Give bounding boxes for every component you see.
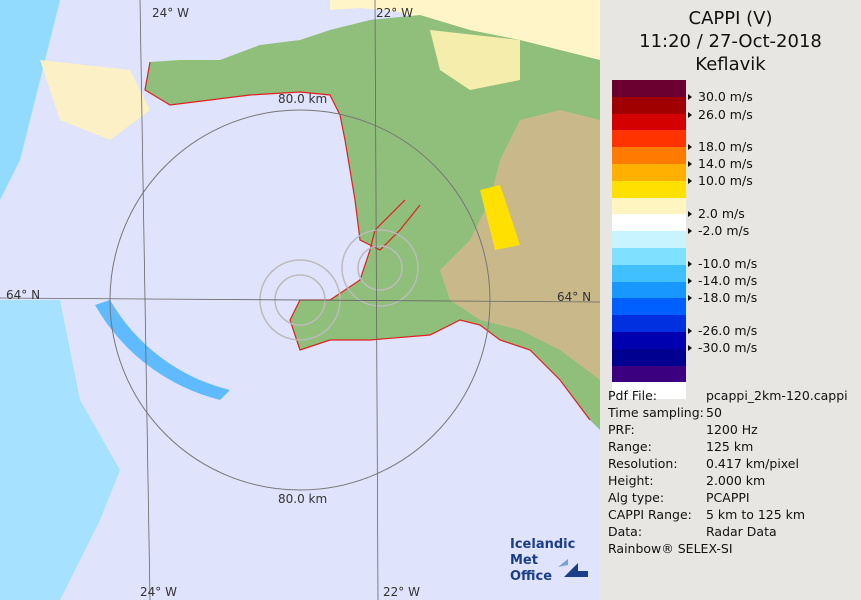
land-peninsula	[145, 15, 600, 430]
parallel-64n	[0, 297, 600, 303]
echo-northeast	[430, 30, 520, 90]
meridian-22w	[374, 0, 379, 600]
info-key: PRF:	[608, 422, 635, 437]
echo-southwest	[0, 300, 120, 600]
legend-tick-label: -18.0 m/s	[688, 290, 757, 305]
info-key: Height:	[608, 473, 654, 488]
info-row: PRF: 1200 Hz	[608, 422, 758, 437]
legend-swatch	[612, 163, 686, 181]
legend-tick-label: 2.0 m/s	[688, 206, 745, 221]
info-value: 1200 Hz	[706, 422, 758, 437]
info-value: 50	[706, 405, 722, 420]
logo-arrows-icon	[558, 559, 588, 577]
product-title: CAPPI (V)	[688, 8, 773, 29]
legend-tick-label: 10.0 m/s	[688, 173, 753, 188]
color-legend	[612, 80, 686, 400]
info-key: Data:	[608, 524, 643, 539]
legend-swatch	[612, 214, 686, 232]
range-ring-keflavik	[341, 229, 419, 307]
legend-swatch	[612, 247, 686, 265]
info-value: Radar Data	[706, 524, 777, 539]
info-key: Pdf File:	[608, 388, 657, 403]
info-row: Alg type: PCAPPI	[608, 490, 750, 505]
legend-swatch	[612, 382, 686, 400]
logo-line1: Icelandic Met	[510, 537, 576, 568]
legend-swatch	[612, 113, 686, 131]
legend-tick-label: 30.0 m/s	[688, 89, 753, 104]
info-key: Resolution:	[608, 456, 678, 471]
lon-label-bottom-22w: 22° W	[383, 585, 420, 599]
info-value: 0.417 km/pixel	[706, 456, 799, 471]
station-name: Keflavik	[695, 54, 766, 75]
legend-swatch	[612, 264, 686, 282]
legend-tick-label: -10.0 m/s	[688, 256, 757, 271]
info-key: CAPPI Range:	[608, 507, 692, 522]
echo-yellow-band	[480, 185, 520, 250]
info-value: 125 km	[706, 439, 754, 454]
legend-swatch	[612, 365, 686, 383]
logo-line2: Office	[510, 569, 553, 584]
legend-swatch	[612, 298, 686, 316]
info-row: Pdf File: pcappi_2km-120.cappi	[608, 388, 848, 403]
info-value: pcappi_2km-120.cappi	[706, 388, 848, 403]
info-value: 2.000 km	[706, 473, 766, 488]
info-row: CAPPI Range: 5 km to 125 km	[608, 507, 805, 522]
info-row: Data: Radar Data	[608, 524, 777, 539]
imo-logo: Icelandic Met Office	[510, 537, 600, 585]
echo-west	[0, 0, 60, 200]
legend-tick-label: -2.0 m/s	[688, 223, 749, 238]
info-row: Height: 2.000 km	[608, 473, 765, 488]
range-ring-80km	[109, 109, 491, 491]
echo-arc	[95, 300, 230, 400]
legend-swatch	[612, 80, 686, 97]
info-value: PCAPPI	[706, 490, 750, 505]
ring-label-bottom: 80.0 km	[278, 492, 328, 506]
ring-label-top: 80.0 km	[278, 92, 328, 106]
product-datetime: 11:20 / 27-Oct-2018	[639, 31, 822, 52]
lon-label-top-22w: 22° W	[376, 6, 413, 20]
radar-map: 24° W 22° W 24° W 22° W 64° N 64° N 80.0…	[0, 0, 600, 600]
footer-credit: Rainbow® SELEX-SI	[608, 541, 733, 556]
legend-swatch	[612, 197, 686, 215]
info-key: Alg type:	[608, 490, 665, 505]
lat-label-left: 64° N	[6, 288, 41, 302]
legend-tick-label: -14.0 m/s	[688, 273, 757, 288]
coastline	[144, 61, 591, 421]
info-row: Time sampling: 50	[608, 405, 722, 420]
range-ring-keflavik2	[357, 245, 403, 291]
info-key: Time sampling:	[608, 405, 704, 420]
legend-swatch	[612, 96, 686, 114]
echo-north-yellow	[40, 60, 150, 140]
info-row: Resolution: 0.417 km/pixel	[608, 456, 799, 471]
legend-swatch	[612, 348, 686, 366]
lat-label-right: 64° N	[557, 290, 592, 304]
legend-tick-label: -26.0 m/s	[688, 323, 757, 338]
legend-tick-label: -30.0 m/s	[688, 340, 757, 355]
info-key: Range:	[608, 439, 652, 454]
info-panel: CAPPI (V) 11:20 / 27-Oct-2018 Keflavik 3…	[600, 0, 861, 600]
lon-label-bottom-24w: 24° W	[140, 585, 177, 599]
meridian-24w	[139, 0, 151, 600]
legend-swatch	[612, 231, 686, 248]
legend-tick-label: 18.0 m/s	[688, 139, 753, 154]
legend-swatch	[612, 281, 686, 299]
legend-swatch	[612, 315, 686, 332]
info-value: 5 km to 125 km	[706, 507, 806, 522]
legend-tick-label: 14.0 m/s	[688, 156, 753, 171]
legend-swatch	[612, 130, 686, 148]
legend-swatch	[612, 331, 686, 349]
map-canvas	[0, 0, 600, 600]
legend-swatch	[612, 180, 686, 198]
lon-label-top-24w: 24° W	[152, 6, 189, 20]
info-row: Range: 125 km	[608, 439, 753, 454]
legend-swatch	[612, 147, 686, 164]
legend-tick-label: 26.0 m/s	[688, 107, 753, 122]
